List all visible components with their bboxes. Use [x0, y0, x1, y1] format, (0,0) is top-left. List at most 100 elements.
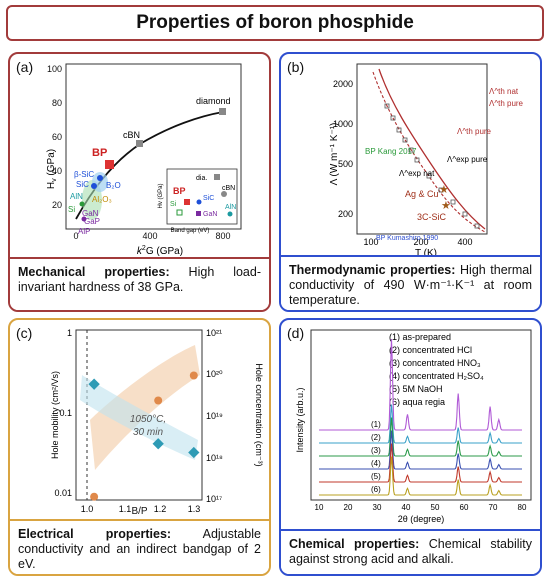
- concentration-point: [154, 396, 163, 405]
- x-tick: 10: [315, 503, 324, 512]
- y-tick: 20: [52, 200, 62, 210]
- legend-item: (2) concentrated HCl: [389, 345, 472, 355]
- plot-frame: [310, 329, 532, 501]
- point-label: BP: [92, 147, 107, 159]
- mobility-point: [188, 446, 200, 459]
- hardness-plot: 20 40 60 80 100 0 400 800 k2G (GPa) Hv (…: [46, 63, 242, 257]
- inset-label: Si: [170, 201, 177, 208]
- inset-sic-point: [196, 199, 202, 205]
- page-title: Properties of boron phosphide: [6, 5, 544, 41]
- label-pure-th: Λ^th pure: [489, 99, 524, 108]
- panel-chemical: (d) Intensity (arb.u.) 10 20 30 40 50 60 70 80 …: [279, 318, 542, 576]
- caption-thermodynamic: Thermodynamic properties: High thermal c…: [281, 255, 540, 310]
- bp-point: [105, 160, 114, 169]
- panel-label: (c): [16, 325, 33, 341]
- xrd-curve: [319, 430, 522, 470]
- y-tick: 1000: [333, 119, 353, 129]
- point-label: cBN: [123, 130, 140, 140]
- caption-heading: Thermodynamic properties:: [289, 263, 456, 277]
- annotation: 30 min: [133, 427, 163, 438]
- x-axis-label: T (K): [415, 248, 437, 259]
- caption-mechanical: Mechanical properties: High load-invaria…: [10, 257, 269, 310]
- label-pure-th-2: Λ^th pure: [457, 127, 492, 136]
- x-tick: 1.0: [81, 504, 94, 514]
- label-nat-th: Λ^th nat: [489, 87, 519, 96]
- inset-cbn-point: [221, 191, 227, 197]
- y-axis-left-label: Hole mobility (cm²/Vs): [50, 371, 60, 459]
- point-label: GaN: [82, 209, 99, 218]
- inset-gan-point: [196, 211, 201, 216]
- inset-label: BP: [173, 186, 186, 196]
- si-point: [79, 201, 85, 207]
- y-axis-label: Intensity (arb.u.): [295, 387, 305, 452]
- inset-si-point: [176, 209, 183, 216]
- thermal-conductivity-plot: 200 500 1000 2000 100 200 400 T (K) Λ (W…: [329, 63, 524, 259]
- x-axis-label: B/P: [131, 506, 148, 517]
- inset-label: SiC: [203, 195, 214, 202]
- plot-frame: [356, 63, 488, 235]
- x-tick: 1.3: [188, 504, 201, 514]
- panel-electrical: (c) 0.01 0.1 1 10¹⁷ 10¹⁸ 10¹⁹ 10²⁰ 10²¹ …: [8, 318, 271, 576]
- y-tick: 60: [52, 132, 62, 142]
- x-tick: 20: [344, 503, 353, 512]
- page-title-text: Properties of boron phosphide: [136, 12, 414, 33]
- inset-label: AlN: [225, 204, 236, 211]
- diamond-point: [219, 108, 226, 115]
- x-tick: 60: [460, 503, 469, 512]
- x-axis-label: 2θ (degree): [398, 514, 445, 524]
- y-tick-left: 0.01: [54, 488, 72, 498]
- x-tick: 400: [142, 231, 157, 241]
- xrd-plot: Intensity (arb.u.) 10 20 30 40 50 60 70 80 2θ (…: [295, 329, 532, 524]
- panel-label: (b): [287, 59, 305, 75]
- x-tick: 1.2: [154, 504, 167, 514]
- curve-label: (1): [371, 420, 381, 429]
- sic-point: [91, 183, 97, 189]
- label-nat-exp: Λ^exp nat: [399, 169, 435, 178]
- y-tick-right: 10²¹: [206, 328, 222, 338]
- x-axis-label: k2G (GPa): [137, 245, 183, 257]
- point-label: Si: [68, 205, 75, 214]
- caption-heading: Electrical properties:: [18, 527, 172, 541]
- inset-y-label: Hv (GPa): [158, 183, 164, 208]
- y-axis-label: Λ (W m⁻¹ K⁻¹): [329, 123, 340, 186]
- panel-thermodynamic: (b) 200 500 1000 2000 100 200 400 T (K) …: [279, 52, 542, 312]
- curve-label: (6): [371, 485, 381, 494]
- point-label: β-SiC: [74, 170, 94, 179]
- y-tick-right: 10²⁰: [206, 369, 223, 379]
- y-tick: 100: [47, 64, 62, 74]
- y-tick-right: 10¹⁹: [206, 411, 223, 421]
- x-tick: 40: [402, 503, 411, 512]
- point-label: GaP: [84, 217, 100, 226]
- inset-label: cBN: [222, 185, 235, 192]
- concentration-band: [90, 345, 200, 470]
- y-axis-right-label: Hole concentration (cm⁻³): [254, 363, 264, 466]
- curve-label: (5): [371, 472, 381, 481]
- xrd-curve: [319, 404, 522, 444]
- concentration-point: [90, 492, 99, 501]
- cbn-point: [136, 140, 143, 147]
- inset-label: GaN: [203, 211, 217, 218]
- legend-item: (1) as-prepared: [389, 332, 451, 342]
- panel-mechanical: (a) 20 40 60 80 100 0 400 800 k2G (GPa) …: [8, 52, 271, 312]
- y-tick-left: 1: [67, 328, 72, 338]
- xrd-curve: [319, 417, 522, 457]
- legend-item: (5) 5M NaOH: [389, 384, 443, 394]
- curve-label: (2): [371, 433, 381, 442]
- curve-label: (3): [371, 446, 381, 455]
- x-tick: 30: [373, 503, 382, 512]
- x-tick: 400: [457, 237, 472, 247]
- panel-label: (d): [287, 325, 305, 341]
- xrd-curve: [319, 456, 522, 496]
- y-tick: 2000: [333, 79, 353, 89]
- x-tick: 1.1: [119, 504, 132, 514]
- point-label: diamond: [196, 96, 231, 106]
- label-pure-exp: Λ^exp pure: [447, 155, 488, 164]
- legend-item: (6) aqua regia: [389, 397, 445, 407]
- pure-theory-curve: [378, 68, 486, 230]
- point-label: AlN: [70, 192, 83, 201]
- xrd-curve: [319, 443, 522, 483]
- x-tick: 70: [489, 503, 498, 512]
- y-tick: 80: [52, 98, 62, 108]
- x-tick: 80: [518, 503, 527, 512]
- caption-heading: Chemical properties:: [289, 537, 420, 551]
